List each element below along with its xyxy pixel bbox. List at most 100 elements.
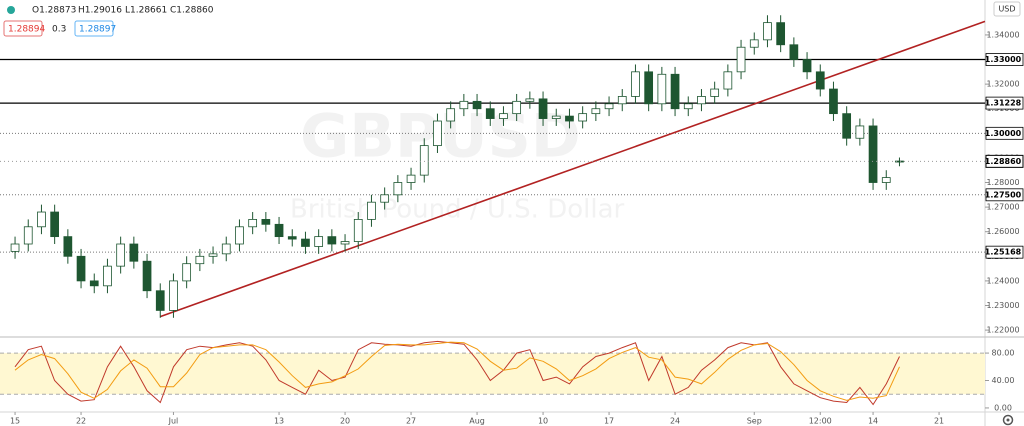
x-tick-label: 13 (274, 417, 284, 426)
bid-price: 1.28894 (8, 25, 45, 35)
candle-body (789, 44, 799, 60)
candle-body (895, 160, 904, 163)
candle-body (749, 39, 759, 48)
y-tick-label: 40.00 (992, 376, 1015, 385)
candle-body (657, 73, 667, 105)
x-tick-label: 21 (934, 417, 944, 426)
level-label: 1.30000 (985, 129, 1022, 138)
y-tick-label: 1.27000 (986, 203, 1019, 212)
level-label-box (985, 96, 1024, 110)
candle-body (142, 260, 152, 292)
candle-body (155, 290, 165, 311)
level-label: 1.33000 (985, 55, 1022, 64)
candle-body (459, 100, 469, 110)
y-tick-label: 1.26000 (986, 227, 1019, 236)
candle-body (710, 88, 720, 97)
current-price-label: 1.28860 (985, 157, 1022, 166)
candle-body (683, 103, 693, 110)
x-tick-label: 12:00 (809, 417, 832, 426)
candle-body (538, 98, 548, 119)
candle-body (868, 125, 878, 183)
candle-body (76, 255, 86, 282)
candle-body (221, 243, 231, 255)
candle-body (10, 243, 20, 252)
x-tick-label: 22 (76, 417, 86, 426)
candle-body (578, 113, 588, 122)
level-label-box (985, 53, 1024, 66)
candle-body (89, 280, 99, 287)
candle-body (274, 223, 284, 238)
level-label-box (985, 188, 1024, 202)
candle-body (182, 263, 192, 282)
x-tick-label: 24 (670, 417, 680, 426)
current-price-box (985, 154, 1024, 168)
level-label-box (985, 126, 1024, 140)
candle-body (855, 125, 865, 139)
candle-body (23, 226, 33, 245)
x-tick-label: 17 (604, 417, 614, 426)
candle-body (697, 96, 706, 105)
y-tick-label: 1.24000 (986, 276, 1019, 285)
status-dot (7, 6, 15, 14)
x-tick-label: Sep (747, 417, 762, 426)
candle-body (525, 98, 535, 102)
candle-body (406, 174, 416, 183)
sell-button[interactable] (3, 20, 43, 37)
settings-gear (1002, 414, 1014, 426)
candle-body (419, 145, 429, 176)
candle-body (881, 177, 891, 183)
candle-body (591, 108, 601, 115)
candle-body (631, 71, 640, 97)
candle-body (340, 241, 350, 245)
candle-body (670, 73, 680, 110)
candle-body (261, 219, 271, 225)
candle-body (512, 100, 522, 115)
x-tick-label: 15 (10, 417, 20, 426)
candle-body (842, 113, 852, 139)
candle-body (551, 115, 561, 119)
buy-button[interactable] (74, 20, 114, 37)
spread: 0.3 (52, 25, 66, 35)
candle-body (644, 71, 654, 105)
ask-price: 1.28897 (79, 25, 116, 35)
stochastic-line (14, 341, 900, 401)
x-tick-label: 14 (868, 417, 878, 426)
candle-body (736, 46, 746, 73)
candle-body (248, 219, 258, 228)
candle-body (235, 226, 244, 245)
candle-body (50, 211, 60, 238)
candle-body (446, 108, 456, 122)
ohlc-open: O1.28873 (32, 6, 76, 16)
candle-body (723, 71, 733, 90)
x-tick-label: 10 (538, 417, 548, 426)
candle-body (776, 22, 786, 46)
candle-body (103, 265, 112, 287)
level-label: 1.31228 (985, 99, 1022, 108)
candle-body (37, 211, 46, 228)
currency-button[interactable] (993, 1, 1021, 17)
candle-body (485, 108, 495, 119)
candle-body (353, 219, 363, 242)
ohlc-low: L1.28661 (125, 6, 167, 16)
candle-body (604, 103, 614, 110)
candle-body (829, 88, 838, 115)
candle-body (63, 236, 73, 257)
candle-body (327, 236, 337, 245)
candle-body (367, 201, 376, 220)
stochastic-band (0, 353, 985, 395)
currency-label: USD (998, 5, 1015, 14)
candle-body (393, 182, 403, 196)
y-tick-label: 1.34000 (986, 30, 1019, 39)
x-tick-label: 20 (340, 417, 350, 426)
legend-header: O1.28873 H1.29016 L1.28661 C1.28860 1.28… (3, 6, 214, 37)
level-label: 1.27500 (985, 190, 1022, 199)
x-tick-label: Jul (168, 417, 179, 426)
candle-body (301, 238, 310, 247)
candle-body (565, 115, 574, 122)
candle-body (195, 255, 205, 265)
candle-body (287, 236, 297, 240)
candle-body (129, 243, 139, 262)
candle-body (380, 194, 390, 203)
settings-icon[interactable] (1002, 414, 1014, 426)
